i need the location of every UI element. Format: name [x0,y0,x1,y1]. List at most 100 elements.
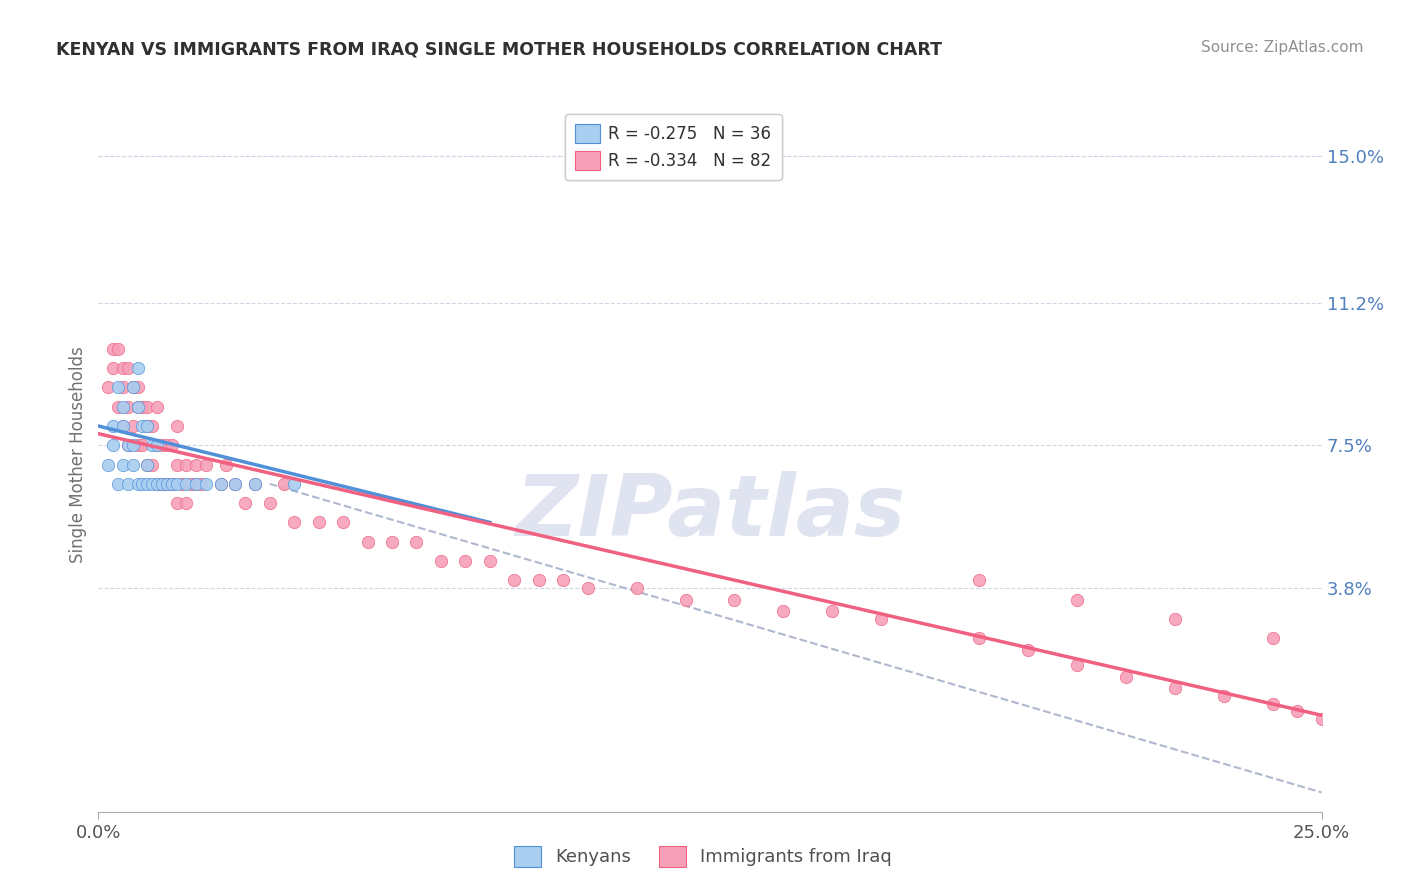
Point [117,438,139,452]
Legend: R = -0.275   N = 36, R = -0.334   N = 82: R = -0.275 N = 36, R = -0.334 N = 82 [565,113,782,180]
Point [121,419,143,434]
Point [283,516,305,530]
Point [141,419,163,434]
Point [1115,670,1137,684]
Point [308,516,330,530]
Point [107,400,129,414]
Point [675,592,697,607]
Point [150,476,173,491]
Point [131,400,153,414]
Point [166,458,188,472]
Point [576,581,599,595]
Point [190,476,212,491]
Point [136,458,159,472]
Point [180,476,202,491]
Point [356,534,378,549]
Point [1286,705,1309,719]
Point [186,458,208,472]
Point [1310,712,1333,726]
Text: Source: ZipAtlas.com: Source: ZipAtlas.com [1201,40,1364,55]
Point [97,458,120,472]
Point [283,476,305,491]
Point [772,604,794,618]
Point [131,438,153,452]
Point [209,476,232,491]
Point [1066,592,1088,607]
Point [821,604,844,618]
Point [146,438,169,452]
Point [553,574,575,588]
Point [136,419,159,434]
Point [111,400,134,414]
Point [150,476,173,491]
Point [107,342,129,356]
Point [1164,681,1187,696]
Point [1212,689,1234,703]
Point [141,458,163,472]
Point [166,496,188,510]
Point [111,380,134,394]
Point [430,554,453,568]
Point [1017,642,1039,657]
Point [146,476,169,491]
Point [156,438,179,452]
Point [195,458,218,472]
Point [332,516,354,530]
Point [107,476,129,491]
Point [97,380,120,394]
Point [967,631,990,645]
Point [1066,658,1088,673]
Point [176,496,198,510]
Point [166,476,188,491]
Point [117,476,139,491]
Point [121,380,143,394]
Point [111,419,134,434]
Point [117,438,139,452]
Point [111,419,134,434]
Point [478,554,501,568]
Point [166,419,188,434]
Point [127,361,149,376]
Point [117,361,139,376]
Point [723,592,745,607]
Point [141,476,163,491]
Point [150,438,173,452]
Point [111,361,134,376]
Point [273,476,295,491]
Point [121,380,143,394]
Point [136,476,159,491]
Point [214,458,236,472]
Point [107,380,129,394]
Point [243,476,266,491]
Point [170,476,193,491]
Point [870,612,893,626]
Text: KENYAN VS IMMIGRANTS FROM IRAQ SINGLE MOTHER HOUSEHOLDS CORRELATION CHART: KENYAN VS IMMIGRANTS FROM IRAQ SINGLE MO… [56,40,942,58]
Point [127,380,149,394]
Point [1261,631,1284,645]
Point [131,476,153,491]
Point [224,476,246,491]
Point [101,361,124,376]
Point [127,476,149,491]
Point [146,438,169,452]
Point [160,476,183,491]
Point [381,534,404,549]
Point [176,476,198,491]
Point [127,400,149,414]
Point [146,476,169,491]
Point [1261,697,1284,711]
Point [405,534,427,549]
Point [1164,612,1187,626]
Point [127,438,149,452]
Point [186,476,208,491]
Point [101,419,124,434]
Point [454,554,477,568]
Point [160,438,183,452]
Point [131,419,153,434]
Point [967,574,990,588]
Point [121,458,143,472]
Y-axis label: Single Mother Households: Single Mother Households [69,347,87,563]
Point [127,400,149,414]
Point [503,574,526,588]
Point [111,458,134,472]
